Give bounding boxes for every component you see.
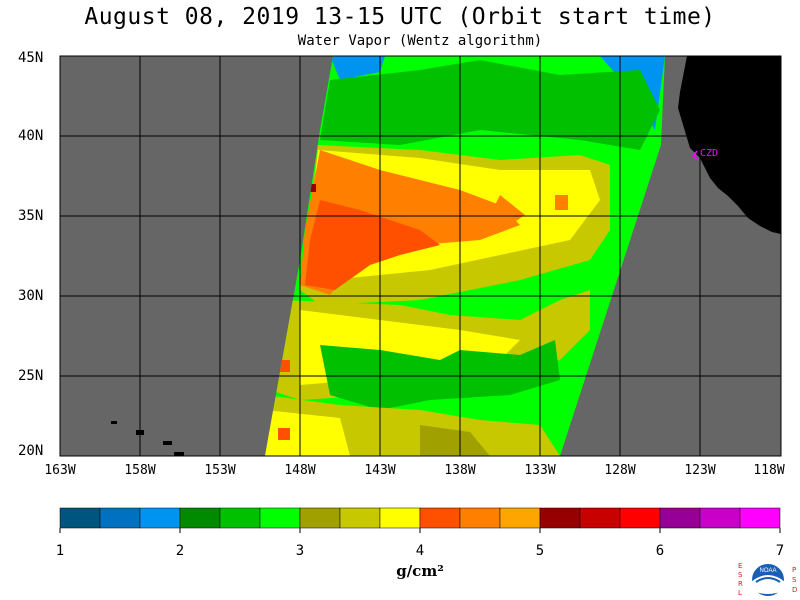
- lon-label: 163W: [44, 463, 76, 478]
- noaa-emblem-icon: NOAA: [750, 562, 786, 598]
- logo-letter: S: [792, 576, 797, 584]
- lon-label: 158W: [124, 463, 156, 478]
- lon-label: 138W: [444, 463, 476, 478]
- colorbar-tick-label: 4: [415, 543, 425, 559]
- colorbar-segment: [459, 507, 501, 529]
- logo-letter: L: [738, 589, 742, 597]
- noaa-logo: NOAA E S R L P S D: [738, 560, 798, 600]
- colorbar-segment: [419, 507, 461, 529]
- lat-label: 20N: [18, 443, 44, 459]
- map-frame: [59, 55, 782, 457]
- colorbar-tick-label: 6: [655, 543, 665, 559]
- lon-label: 118W: [753, 463, 785, 478]
- lat-label: 40N: [18, 128, 44, 144]
- colorbar-tick-label: 2: [175, 543, 185, 559]
- station-marker-icon: [691, 150, 699, 161]
- colorbar-segment: [179, 507, 221, 529]
- lat-label: 45N: [18, 50, 44, 66]
- chart-subtitle: Water Vapor (Wentz algorithm): [297, 33, 543, 49]
- hawaii-island-kauai: [111, 421, 117, 424]
- lon-label: 123W: [684, 463, 716, 478]
- station-marker: CZD: [691, 148, 718, 161]
- logo-letter: D: [792, 586, 798, 594]
- station-label: CZD: [700, 148, 718, 159]
- colorbar-segment: [379, 507, 421, 529]
- colorbar-segment: [499, 507, 541, 529]
- california-coast: [678, 56, 781, 234]
- colorbar-segment: [699, 507, 741, 529]
- lon-label: 148W: [284, 463, 316, 478]
- chart-title: August 08, 2019 13-15 UTC (Orbit start t…: [84, 4, 716, 30]
- colorbar-segment: [579, 507, 621, 529]
- colorbar-tick-label: 7: [775, 543, 785, 559]
- lat-label: 30N: [18, 288, 44, 304]
- lon-label: 143W: [364, 463, 396, 478]
- colorbar-segment: [59, 507, 101, 529]
- colorbar: [59, 507, 781, 533]
- colorbar-segment: [339, 507, 381, 529]
- lon-label: 153W: [204, 463, 236, 478]
- colorbar-segment: [659, 507, 701, 529]
- lat-label: 25N: [18, 368, 44, 384]
- hawaii-island-maui: [163, 441, 172, 445]
- colorbar-tick-label: 5: [535, 543, 545, 559]
- colorbar-segment: [139, 507, 181, 529]
- lon-label: 128W: [604, 463, 636, 478]
- logo-text: NOAA: [759, 568, 776, 574]
- colorbar-segment: [299, 507, 341, 529]
- satellite-swath: [265, 56, 665, 456]
- colorbar-segment: [539, 507, 581, 529]
- logo-letter: E: [738, 562, 743, 570]
- colorbar-segment: [739, 507, 781, 529]
- colorbar-segment: [619, 507, 661, 529]
- colorbar-segment: [99, 507, 141, 529]
- colorbar-segment: [219, 507, 261, 529]
- lat-label: 35N: [18, 208, 44, 224]
- logo-letter: S: [738, 571, 743, 579]
- colorbar-tick-label: 3: [295, 543, 305, 559]
- colorbar-segment: [259, 507, 301, 529]
- colorbar-units: g/cm²: [396, 562, 444, 580]
- hawaii-island-big-island: [174, 452, 184, 456]
- lon-label: 133W: [524, 463, 556, 478]
- colorbar-tick-label: 1: [55, 543, 65, 559]
- graticule: [60, 56, 781, 456]
- logo-letter: R: [738, 580, 743, 588]
- logo-letter: P: [792, 566, 797, 574]
